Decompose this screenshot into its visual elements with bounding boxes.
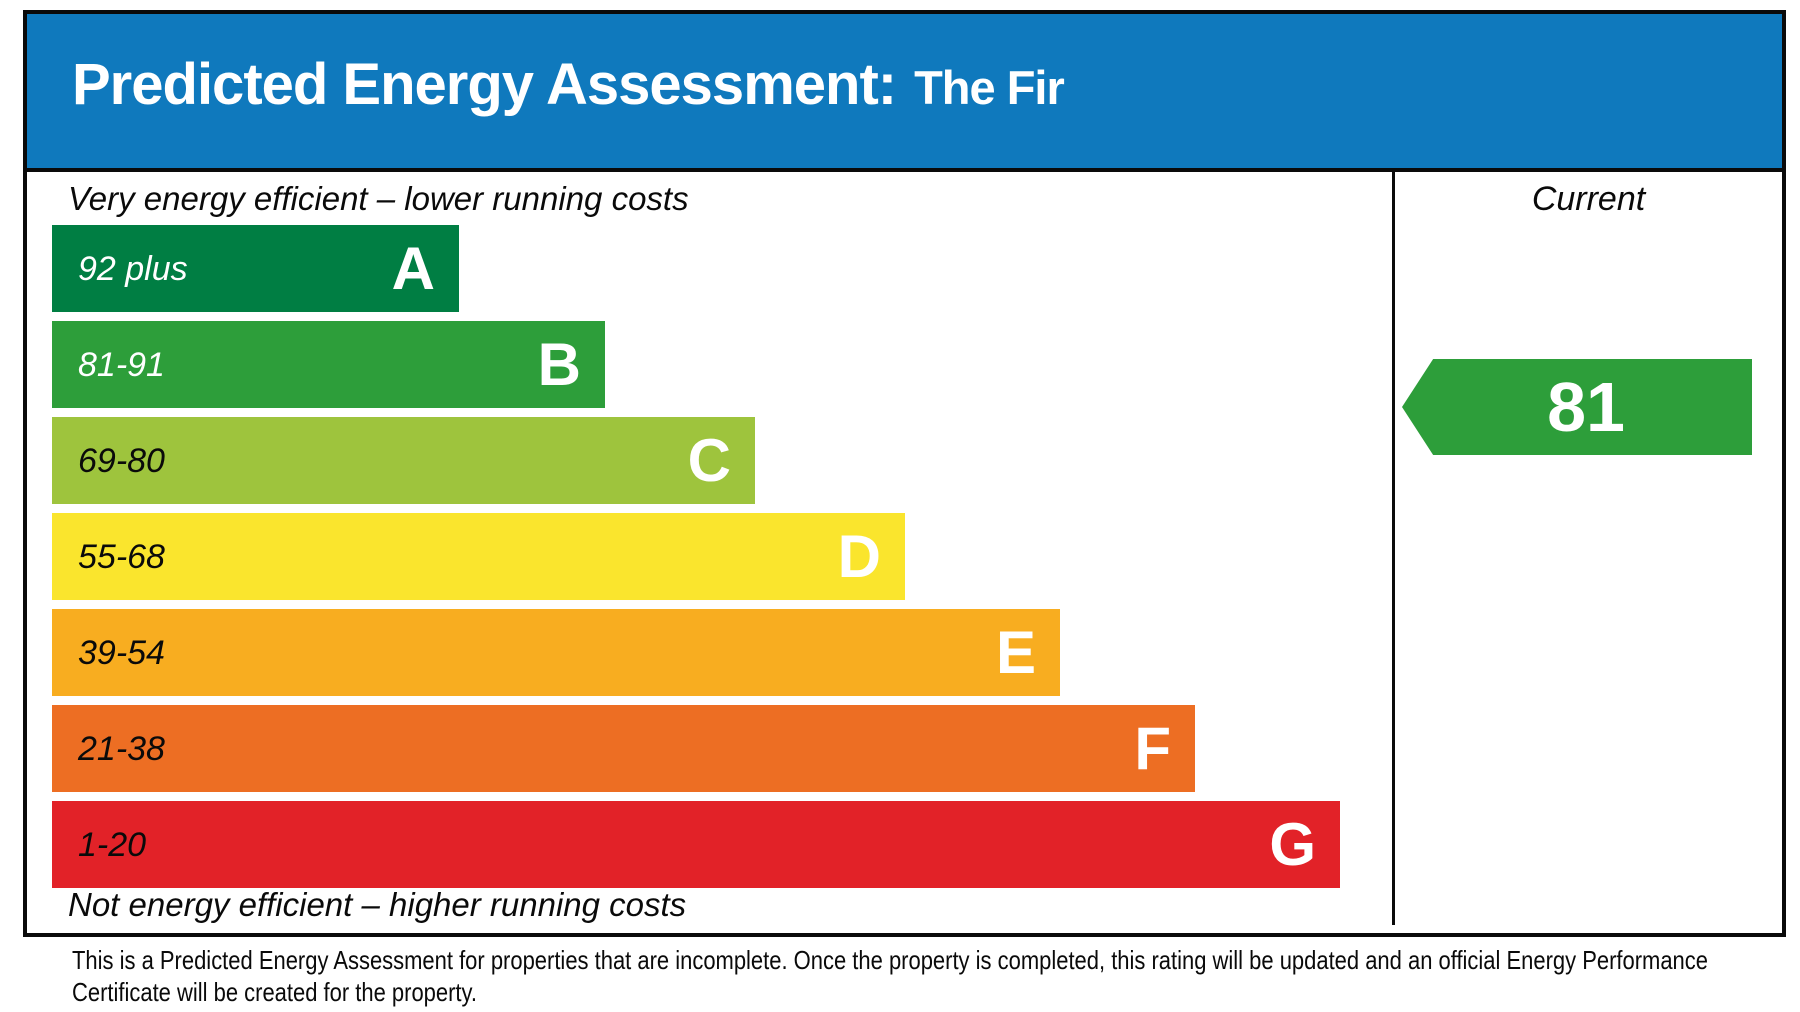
rating-chart: Very energy efficient – lower running co… [27, 172, 1392, 925]
band-range-label: 21-38 [78, 729, 165, 768]
band-range-label: 81-91 [78, 345, 165, 384]
band-range-label: 69-80 [78, 441, 165, 480]
property-name: The Fir [914, 61, 1065, 114]
top-caption: Very energy efficient – lower running co… [68, 180, 689, 217]
rating-band: 1-20 G [52, 801, 1340, 888]
rating-band: 55-68 D [52, 513, 905, 600]
current-column-header: Current [1531, 180, 1646, 218]
band-letter: C [687, 426, 731, 494]
column-divider [1392, 172, 1395, 925]
bottom-caption: Not energy efficient – higher running co… [68, 886, 687, 923]
band-range-label: 55-68 [78, 537, 165, 576]
rating-band: 21-38 F [52, 705, 1195, 792]
rating-band: 81-91 B [52, 321, 605, 408]
current-rating-arrow: 81 [1402, 359, 1752, 455]
band-letter: B [537, 330, 581, 398]
band-letter: D [837, 522, 881, 590]
current-rating-value: 81 [1547, 368, 1625, 446]
band-range-label: 1-20 [78, 825, 147, 864]
rating-band: 69-80 C [52, 417, 755, 504]
certificate-body: Very energy efficient – lower running co… [27, 172, 1782, 925]
band-letter: G [1269, 810, 1316, 878]
rating-band: 39-54 E [52, 609, 1060, 696]
rating-bands: 92 plus A 81-91 B 69-80 C 55-68 D 39-54 … [52, 225, 1392, 897]
header: Predicted Energy Assessment: The Fir [27, 14, 1782, 172]
certificate-frame: Predicted Energy Assessment: The Fir Ver… [23, 10, 1786, 937]
page-title: Predicted Energy Assessment: [72, 52, 897, 117]
band-letter: A [391, 234, 435, 302]
band-letter: E [995, 618, 1036, 686]
rating-band: 92 plus A [52, 225, 459, 312]
band-letter: F [1134, 714, 1171, 782]
footer-line-1: This is a Predicted Energy Assessment fo… [72, 945, 1708, 975]
band-range-label: 39-54 [78, 633, 165, 672]
current-column: Current 81 [1395, 172, 1782, 925]
band-range-label: 92 plus [78, 249, 188, 288]
footer-note: This is a Predicted Energy Assessment fo… [72, 944, 1762, 1008]
footer-line-2: Certificate will be created for the prop… [72, 977, 478, 1007]
